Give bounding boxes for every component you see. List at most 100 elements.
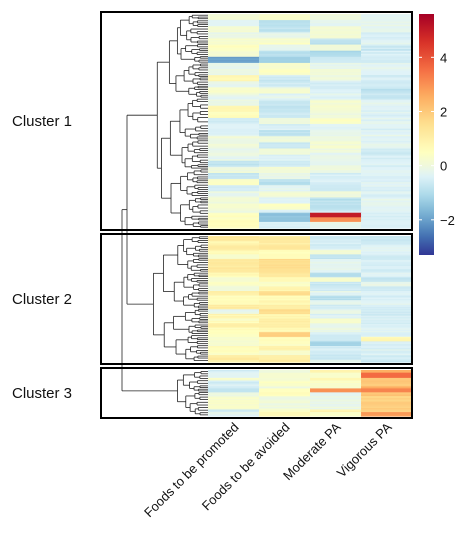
heatmap-cell [361, 53, 413, 56]
heatmap-cell [259, 242, 311, 245]
heatmap-cell [361, 265, 413, 268]
heatmap-cell [310, 255, 362, 258]
heatmap-cell [361, 350, 413, 353]
heatmap-cell [208, 398, 260, 401]
heatmap-cell [259, 285, 311, 287]
heatmap-cell [361, 372, 413, 375]
heatmap-cell [361, 266, 413, 269]
heatmap-cell [259, 130, 311, 133]
heatmap-cell [361, 385, 413, 388]
heatmap-cell [310, 336, 362, 339]
heatmap-cell [361, 301, 413, 304]
heatmap-cell [259, 20, 311, 23]
heatmap-cell [361, 252, 413, 254]
heatmap-cell [259, 261, 311, 263]
heatmap-cell [361, 82, 413, 85]
heatmap-cell [310, 351, 362, 354]
heatmap-cell [259, 287, 311, 290]
heatmap-cell [310, 172, 362, 176]
heatmap-cell [361, 325, 413, 328]
heatmap-cell [310, 146, 362, 150]
heatmap-cell [208, 211, 260, 214]
heatmap-cell [208, 221, 260, 225]
heatmap-cell [259, 329, 311, 332]
heatmap-cell [259, 341, 311, 344]
heatmap-cell [259, 343, 311, 346]
heatmap-cell [259, 373, 311, 376]
heatmap-cell [259, 405, 311, 408]
heatmap-cell [361, 104, 413, 107]
heatmap-cell [259, 24, 311, 27]
column-label-2: Foods to be avoided [199, 420, 293, 514]
heatmap-cell [208, 39, 260, 43]
heatmap-cell [310, 168, 362, 171]
heatmap-cell [208, 345, 260, 348]
heatmap-cell [361, 401, 413, 404]
heatmap-cell [310, 44, 362, 47]
heatmap-cell [310, 64, 362, 67]
heatmap-cell [259, 400, 311, 403]
heatmap-cell [208, 310, 260, 313]
heatmap-cell [310, 163, 362, 166]
heatmap-cell [310, 379, 362, 382]
heatmap-cell [310, 36, 362, 40]
heatmap-cell [310, 381, 362, 384]
heatmap-cell [310, 176, 362, 179]
heatmap-cell [361, 72, 413, 75]
heatmap-cell [208, 289, 260, 292]
heatmap-cell [361, 156, 413, 159]
heatmap-cell [208, 128, 260, 131]
heatmap-cell [259, 352, 311, 355]
heatmap-cell [310, 78, 362, 81]
heatmap-cell [361, 383, 413, 386]
heatmap-cell [208, 174, 260, 177]
heatmap-cell [259, 99, 311, 102]
heatmap-cell [259, 323, 311, 325]
heatmap-cell [310, 309, 362, 312]
heatmap-cell [259, 308, 311, 310]
heatmap-cell [259, 122, 311, 125]
heatmap-cell [361, 133, 413, 136]
heatmap-cell [310, 43, 362, 46]
heatmap-cell [361, 116, 413, 119]
heatmap-cell [208, 303, 260, 306]
heatmap-cell [361, 352, 413, 355]
heatmap-cell [361, 343, 413, 346]
heatmap-cell [310, 400, 362, 403]
heatmap-cell [310, 340, 362, 342]
heatmap-cell [259, 304, 311, 307]
heatmap-cell [208, 214, 260, 217]
heatmap-cell [208, 169, 260, 173]
heatmap-cell [259, 49, 311, 52]
heatmap-cell [208, 325, 260, 328]
heatmap-cell [361, 46, 413, 49]
heatmap-cell [259, 376, 311, 379]
heatmap-cell [310, 272, 362, 275]
heatmap-cell [259, 108, 311, 111]
heatmap-cell [310, 246, 362, 249]
heatmap-cell [361, 381, 413, 384]
heatmap-cell [361, 119, 413, 122]
heatmap-cell [208, 192, 260, 195]
heatmap-cell [208, 151, 260, 154]
heatmap-cell [259, 150, 311, 153]
heatmap-cell [208, 107, 260, 110]
heatmap-cell [361, 351, 413, 354]
heatmap-cell [361, 205, 413, 208]
heatmap-cell [208, 376, 260, 379]
heatmap-cell [361, 400, 413, 403]
heatmap-cell [310, 17, 362, 20]
heatmap-cell [259, 249, 311, 252]
heatmap-cell [208, 200, 260, 203]
heatmap-cell [259, 91, 311, 95]
heatmap-cell [259, 401, 311, 404]
heatmap-cell [259, 174, 311, 177]
heatmap-cell [208, 33, 260, 36]
heatmap-cell [259, 73, 311, 76]
heatmap-cell [259, 186, 311, 189]
heatmap-cell [310, 62, 362, 66]
heatmap-cell [310, 311, 362, 314]
heatmap-cell [259, 404, 311, 407]
heatmap-cell [259, 310, 311, 313]
heatmap-cell [310, 224, 362, 228]
